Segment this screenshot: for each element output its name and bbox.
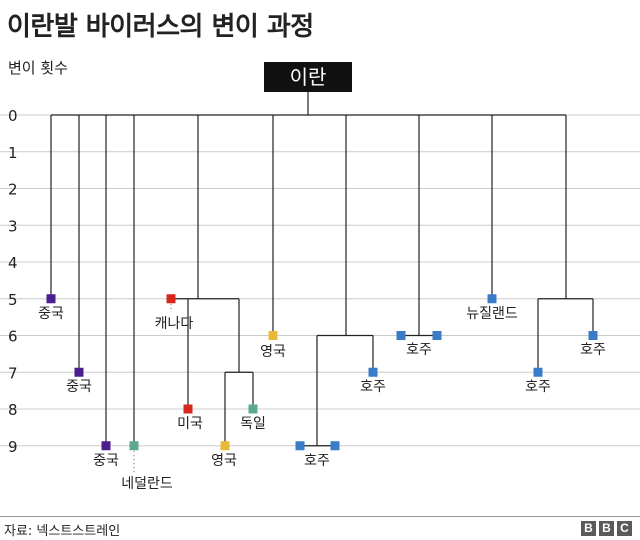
node-australia-4 [533,367,543,377]
y-tick-label: 3 [8,217,18,235]
bbc-logo-letter: B [581,521,596,536]
page-title: 이란발 바이러스의 변이 과정 [7,12,314,42]
y-axis-label: 변이 횟수 [8,59,68,77]
bbc-logo-letter: C [617,521,632,536]
node-usa [183,404,193,414]
label-china-3: 중국 [93,453,119,469]
label-uk-2: 영국 [211,453,237,469]
label-china-1: 중국 [38,306,64,322]
y-tick-label: 2 [8,181,18,199]
y-tick-label: 0 [8,107,18,125]
node-china-3 [101,441,111,451]
y-tick-label: 6 [8,328,18,346]
y-tick-label: 8 [8,401,18,419]
label-china-2: 중국 [66,379,92,395]
node-uk-1 [268,331,278,340]
mutation-tree-diagram: 0 1 2 3 4 5 6 7 8 9 이란 중국 중국 중국 네덜란드 캐나다 미국 영국 영국… [0,62,640,492]
label-uk-1: 영국 [260,344,286,360]
y-tick-label: 4 [8,254,18,272]
y-tick-label: 5 [8,291,18,309]
bbc-logo-letter: B [599,521,614,536]
label-netherlands: 네덜란드 [121,476,173,492]
root-box [264,62,352,92]
label-australia-3: 호주 [406,342,432,358]
node-new-zealand [487,294,497,304]
node-australia-3b [432,331,442,340]
label-australia-5: 호주 [580,342,606,358]
node-germany [248,404,258,414]
node-netherlands [129,441,139,451]
root-label: 이란 [290,65,327,89]
root-node: 이란 [264,62,352,92]
tree-lines [50,92,594,447]
y-tick-label: 7 [8,364,18,382]
dotted-lines [133,303,172,474]
node-labels: 중국 중국 중국 네덜란드 캐나다 미국 영국 영국 독일 호주 호주 호주 뉴… [38,306,606,492]
node-australia-1a [295,441,305,451]
label-new-zealand: 뉴질랜드 [466,306,518,322]
footer-divider [0,516,640,517]
y-tick-label: 9 [8,438,18,456]
node-canada [166,294,176,304]
node-australia-3a [396,331,406,340]
nodes [46,294,598,451]
label-australia-4: 호주 [525,379,551,395]
label-usa: 미국 [177,416,203,432]
node-australia-5 [588,331,598,340]
node-australia-2 [368,367,378,377]
node-china-2 [74,367,84,377]
node-china-1 [46,294,56,304]
gridlines [0,114,640,447]
label-germany: 독일 [240,416,266,432]
label-australia-2: 호주 [360,379,386,395]
node-uk-2 [220,441,230,451]
node-australia-1b [330,441,340,451]
y-tick-label: 1 [8,144,18,162]
label-australia-1: 호주 [304,453,330,469]
label-canada: 캐나다 [155,316,194,332]
y-axis-ticks: 0 1 2 3 4 5 6 7 8 9 [8,107,18,456]
source-note: 자료: 넥스트스트레인 [4,524,121,539]
bbc-logo: B B C [581,521,632,536]
